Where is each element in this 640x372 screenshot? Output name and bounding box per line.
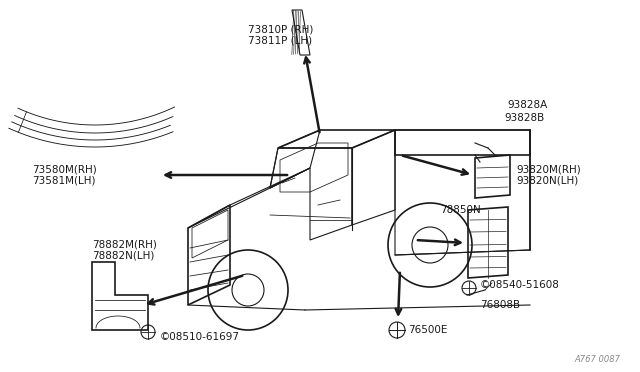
Text: 93820M(RH)
93820N(LH): 93820M(RH) 93820N(LH)	[516, 164, 580, 186]
Text: 73810P (RH)
73811P (LH): 73810P (RH) 73811P (LH)	[248, 24, 314, 46]
Text: A767 0087: A767 0087	[574, 356, 620, 365]
Text: 93828B: 93828B	[504, 113, 544, 123]
Text: ©08510-61697: ©08510-61697	[160, 332, 240, 342]
Text: 93828A: 93828A	[507, 100, 547, 110]
Text: ©08540-51608: ©08540-51608	[480, 280, 560, 290]
Text: 78850N: 78850N	[440, 205, 481, 215]
Text: 76500E: 76500E	[408, 325, 447, 335]
Text: 76808B: 76808B	[480, 300, 520, 310]
Text: 73580M(RH)
73581M(LH): 73580M(RH) 73581M(LH)	[32, 164, 97, 186]
Text: 78882M(RH)
78882N(LH): 78882M(RH) 78882N(LH)	[92, 239, 157, 261]
